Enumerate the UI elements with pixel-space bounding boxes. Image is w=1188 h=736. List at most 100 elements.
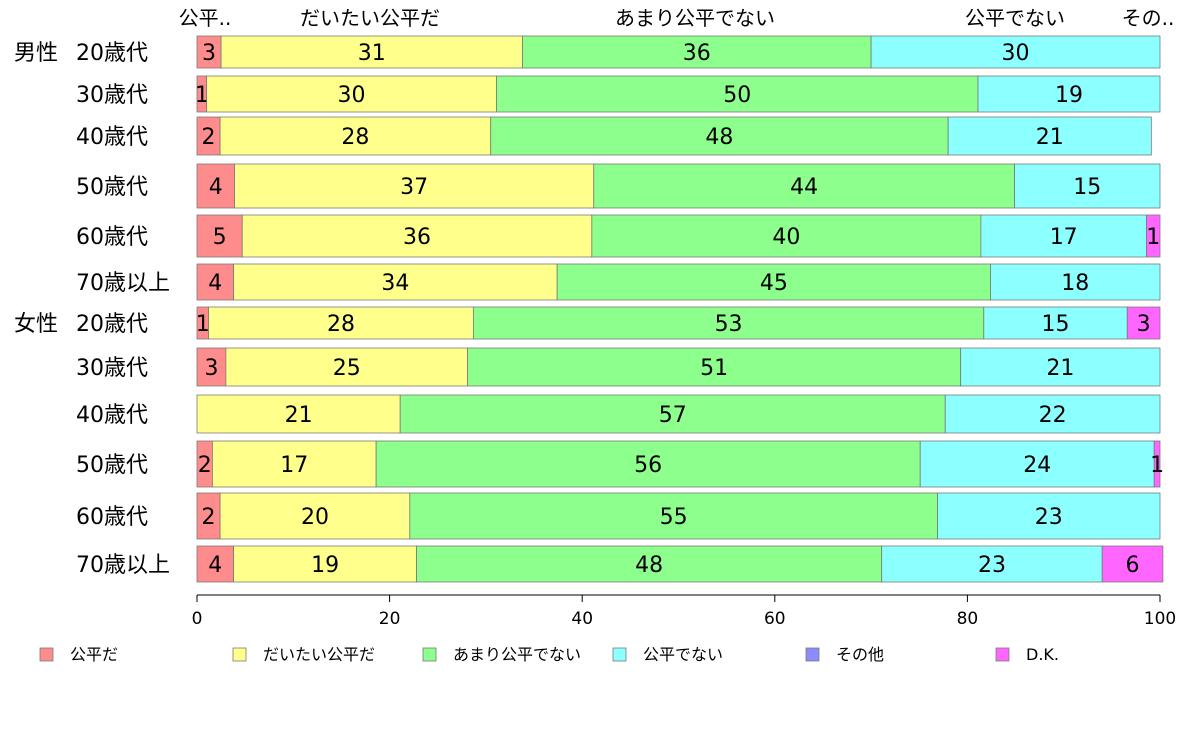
bar-segment <box>399 394 946 434</box>
bar-segment <box>983 306 1128 340</box>
bar-segment <box>241 214 593 258</box>
data-label: 1 <box>196 312 210 337</box>
data-label: 48 <box>635 553 663 578</box>
bar-segment <box>196 214 243 258</box>
data-label: 36 <box>403 225 431 250</box>
bar-segment <box>1101 545 1164 583</box>
data-label: 15 <box>1073 175 1101 200</box>
legend-swatch <box>995 647 1010 662</box>
data-label: 30 <box>338 83 366 108</box>
data-label: 23 <box>1035 505 1063 530</box>
bar-segment <box>233 545 417 583</box>
legend-label: だいたい公平だ <box>263 645 375 664</box>
bar-segment <box>881 545 1103 583</box>
x-tick-label: 80 <box>957 609 979 629</box>
bar-segment <box>234 163 595 209</box>
data-label: 31 <box>358 41 386 66</box>
bar-segment <box>960 347 1161 387</box>
x-tick-label: 20 <box>379 609 401 629</box>
data-label: 2 <box>202 125 216 150</box>
data-label: 57 <box>659 403 687 428</box>
data-label: 1 <box>1150 453 1164 478</box>
bar-segment <box>409 492 938 540</box>
bar-segment <box>522 35 872 69</box>
bar-segment <box>219 492 411 540</box>
data-label: 1 <box>1146 225 1160 250</box>
legend-swatch <box>612 647 627 662</box>
bar-segment <box>977 75 1161 113</box>
category-label: 20歳代 <box>76 41 148 66</box>
data-label: 17 <box>280 453 308 478</box>
legend-label: 公平だ <box>70 645 118 664</box>
data-label: 50 <box>723 83 751 108</box>
bar-segment <box>416 545 883 583</box>
category-label: 50歳代 <box>76 175 148 200</box>
column-header: その.. <box>1122 6 1175 30</box>
bar-segment <box>220 35 523 69</box>
category-label: 40歳代 <box>76 125 148 150</box>
data-label: 51 <box>700 356 728 381</box>
group-label: 男性 <box>14 41 58 66</box>
bar-segment <box>556 263 991 301</box>
x-tick-label: 100 <box>1144 609 1176 629</box>
data-label: 3 <box>1137 312 1151 337</box>
bar-segment <box>870 35 1161 69</box>
data-label: 2 <box>202 505 216 530</box>
x-axis: 0 20 40 60 80 100 <box>192 594 1176 629</box>
data-label: 20 <box>301 505 329 530</box>
category-label: 60歳代 <box>76 225 148 250</box>
category-label: 40歳代 <box>76 403 148 428</box>
data-label: 19 <box>1055 83 1083 108</box>
bar-segment <box>196 347 227 387</box>
data-label: 19 <box>311 553 339 578</box>
data-label: 40 <box>772 225 800 250</box>
data-label: 3 <box>202 41 216 66</box>
bar-segment <box>1153 440 1161 488</box>
category-label: 30歳代 <box>76 83 148 108</box>
data-label: 28 <box>327 312 355 337</box>
data-label: 34 <box>381 271 409 296</box>
x-tick-label: 0 <box>192 609 203 629</box>
bar-segment <box>947 116 1152 156</box>
bar-segment <box>1126 306 1161 340</box>
data-label: 2 <box>198 453 212 478</box>
category-label: 60歳代 <box>76 505 148 530</box>
bar-segment <box>944 394 1161 434</box>
column-header: あまり公平でない <box>615 6 775 30</box>
category-label: 70歳以上 <box>76 553 170 578</box>
bar-segment <box>593 163 1015 209</box>
data-label: 4 <box>209 175 223 200</box>
category-label: 70歳以上 <box>76 271 170 296</box>
bar-segment <box>1014 163 1161 209</box>
data-label: 55 <box>660 505 688 530</box>
column-header: 公平でない <box>965 6 1065 30</box>
bar-segment <box>206 75 497 113</box>
data-label: 1 <box>195 83 209 108</box>
bar-segment <box>196 263 234 301</box>
column-headers: 公平.. だいたい公平だ あまり公平でない 公平でない その.. <box>179 6 1175 30</box>
category-label: 50歳代 <box>76 453 148 478</box>
data-label: 17 <box>1050 225 1078 250</box>
data-label: 48 <box>705 125 733 150</box>
bars: 3 31 36 301 30 50 192 28 48 214 37 44 155 36 40 17 14 34 4… <box>195 35 1164 583</box>
column-header: 公平.. <box>179 6 232 30</box>
data-label: 4 <box>208 271 222 296</box>
category-label: 30歳代 <box>76 356 148 381</box>
data-label: 6 <box>1126 553 1140 578</box>
bar-segment <box>212 440 377 488</box>
bar-segment <box>375 440 921 488</box>
bar-segment <box>1146 214 1161 258</box>
legend-label: D.K. <box>1026 645 1059 664</box>
bar-segment <box>937 492 1161 540</box>
bar-segment <box>467 347 962 387</box>
x-tick-label: 60 <box>764 609 786 629</box>
legend-label: その他 <box>836 645 884 664</box>
bar-segment <box>591 214 982 258</box>
data-label: 45 <box>760 271 788 296</box>
legend-swatch <box>39 647 54 662</box>
bar-segment <box>196 35 222 69</box>
bar-segment <box>208 306 474 340</box>
data-label: 25 <box>333 356 361 381</box>
